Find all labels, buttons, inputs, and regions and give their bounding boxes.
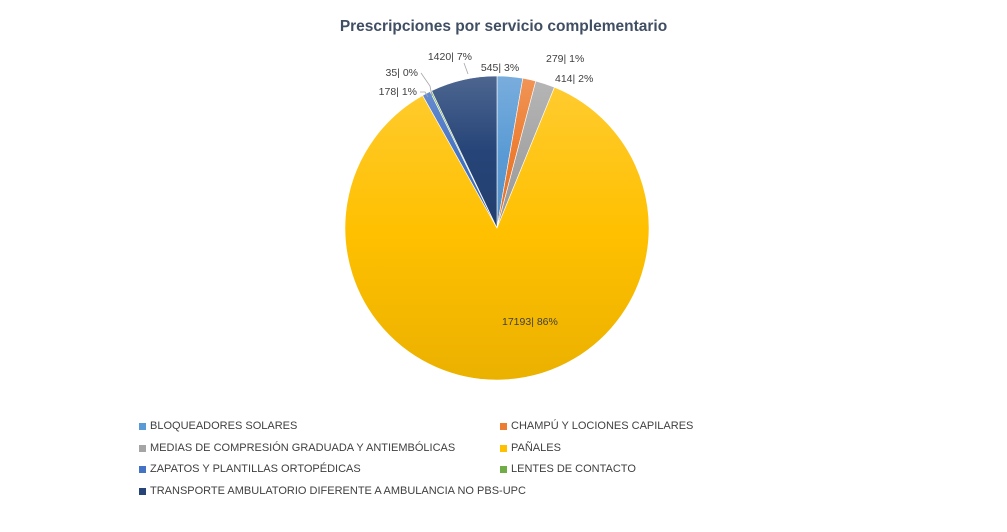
slice-data-label: 178| 1% (379, 86, 417, 98)
label-leader-line (463, 62, 469, 75)
pie-slice (344, 86, 650, 381)
slice-data-label: 1420| 7% (428, 51, 472, 63)
slice-data-label: 279| 1% (546, 53, 584, 65)
chart-title: Prescripciones por servicio complementar… (339, 18, 668, 35)
label-leader-line (420, 91, 429, 98)
pie-slice (431, 75, 498, 229)
slice-data-label: 17193| 86% (502, 316, 558, 328)
slice-data-label: 545| 3% (481, 62, 519, 74)
label-leader-line (420, 72, 433, 97)
slice-data-label: 35| 0% (386, 67, 419, 79)
slice-data-label: 414| 2% (555, 73, 593, 85)
